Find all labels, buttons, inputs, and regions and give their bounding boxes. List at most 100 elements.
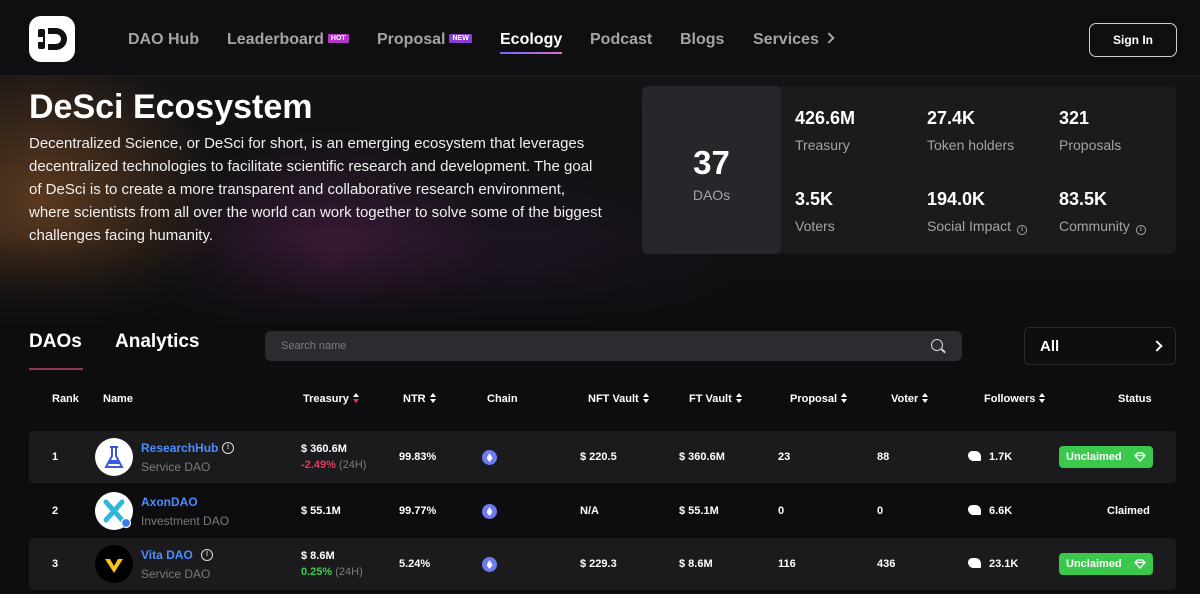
row-ntr: 99.83% <box>399 451 437 463</box>
nav-label: Leaderboard <box>227 31 324 48</box>
col-label: Followers <box>984 393 1036 405</box>
researchhub-avatar <box>95 438 133 476</box>
table-row[interactable]: 3 Vita DAO ! Service DAO $ 8.6M 0.25% (2… <box>29 538 1176 590</box>
row-ft-vault: $ 55.1M <box>679 505 719 517</box>
row-proposal: 116 <box>778 558 796 570</box>
status-label: Unclaimed <box>1066 558 1122 570</box>
row-ntr: 99.77% <box>399 505 437 517</box>
stat-voters: 3.5K Voters <box>795 189 835 234</box>
info-icon[interactable]: i <box>1017 225 1028 235</box>
unclaimed-button[interactable]: Unclaimed <box>1059 446 1153 468</box>
twitter-icon[interactable] <box>968 505 981 515</box>
tab-daos-underline <box>29 368 83 370</box>
nav-leaderboard[interactable]: Leaderboard HOT <box>227 31 349 49</box>
stat-label: Treasury <box>795 137 850 153</box>
dao-name-link[interactable]: ResearchHub <box>141 441 219 455</box>
change-value: 0.25% <box>301 566 333 578</box>
row-ntr: 5.24% <box>399 558 431 570</box>
stat-token-holders: 27.4K Token holders <box>927 108 1014 153</box>
search-icon[interactable] <box>931 339 943 351</box>
row-rank: 1 <box>52 451 59 463</box>
col-label: Voter <box>891 393 919 405</box>
hero-description: Decentralized Science, or DeSci for shor… <box>29 135 602 244</box>
change-period: (24H) <box>335 566 363 578</box>
ethereum-icon <box>482 557 497 572</box>
nav-ecology[interactable]: Ecology <box>500 31 563 54</box>
row-treasury: $ 55.1M <box>301 505 341 517</box>
sort-icon[interactable] <box>429 393 437 403</box>
col-voter[interactable]: Voter <box>891 393 929 405</box>
stat-label: Proposals <box>1059 137 1122 153</box>
status-claimed: Claimed <box>1107 505 1150 517</box>
dao-name-link[interactable]: Vita DAO <box>141 548 193 562</box>
row-followers: 6.6K <box>968 505 1012 517</box>
search-input[interactable] <box>281 337 901 355</box>
new-badge: NEW <box>449 34 472 43</box>
nav-podcast[interactable]: Podcast <box>590 31 652 49</box>
diamond-icon <box>1134 452 1146 462</box>
dao-count-label: DAOs <box>692 187 731 203</box>
change-value: -2.49% <box>301 459 336 471</box>
row-voter: 0 <box>877 505 884 517</box>
top-nav: DAO Hub Leaderboard HOT Proposal NEW Ecolo… <box>0 0 1200 76</box>
info-icon[interactable]: i <box>1135 225 1146 235</box>
tab-daos[interactable]: DAOs <box>29 331 82 352</box>
table-row[interactable]: 2 AxonDAO Investment DAO $ 55.1M 99.77% … <box>29 485 1176 537</box>
col-ft-vault[interactable]: FT Vault <box>689 393 743 405</box>
dao-type: Service DAO <box>141 567 211 581</box>
row-treasury-change: -2.49% (24H) <box>301 459 366 471</box>
nav-dao-hub[interactable]: DAO Hub <box>128 31 199 49</box>
page-title: DeSci Ecosystem <box>29 88 313 126</box>
col-proposal[interactable]: Proposal <box>790 393 848 405</box>
row-treasury-change: 0.25% (24H) <box>301 566 363 578</box>
dao-name-link[interactable]: AxonDAO <box>141 495 198 509</box>
row-treasury: $ 360.6M <box>301 443 347 455</box>
nav-blogs[interactable]: Blogs <box>680 31 724 49</box>
ethereum-icon <box>482 504 497 519</box>
row-followers: 1.7K <box>968 451 1012 463</box>
category-filter[interactable]: All <box>1024 327 1176 365</box>
info-icon[interactable]: ! <box>201 549 213 561</box>
col-status: Status <box>1118 393 1152 405</box>
sort-icon[interactable] <box>642 393 650 403</box>
row-nft-vault: N/A <box>580 505 599 517</box>
sort-icon[interactable] <box>922 393 929 403</box>
stat-label: Community <box>1059 218 1130 234</box>
col-label: NTR <box>403 393 426 405</box>
nav-proposal[interactable]: Proposal NEW <box>377 31 472 49</box>
search-bar <box>265 331 962 361</box>
sort-icon[interactable] <box>841 393 848 403</box>
twitter-icon[interactable] <box>968 451 981 461</box>
stat-label: Social Impact <box>927 218 1012 234</box>
col-ntr[interactable]: NTR <box>403 393 437 405</box>
row-voter: 436 <box>877 558 896 570</box>
twitter-icon[interactable] <box>968 558 981 568</box>
row-voter: 88 <box>877 451 890 463</box>
row-treasury: $ 8.6M <box>301 550 335 562</box>
col-label: FT Vault <box>689 393 732 405</box>
unclaimed-button[interactable]: Unclaimed <box>1059 553 1153 575</box>
vitadao-avatar <box>95 545 133 583</box>
col-label: NFT Vault <box>588 393 639 405</box>
sort-icon[interactable] <box>735 393 743 403</box>
table-row[interactable]: 1 ResearchHub ! Service DAO $ 360.6M -2.… <box>29 431 1176 483</box>
row-rank: 3 <box>52 558 59 570</box>
row-proposal: 23 <box>778 451 791 463</box>
info-icon[interactable]: ! <box>222 442 234 454</box>
col-label: Proposal <box>790 393 838 405</box>
logo[interactable] <box>29 16 75 62</box>
nav-label: Ecology <box>500 31 563 48</box>
sign-in-button[interactable]: Sign In <box>1089 23 1177 57</box>
nav-services[interactable]: Services <box>753 31 835 49</box>
col-followers[interactable]: Followers <box>984 393 1046 405</box>
nav-label: Blogs <box>680 31 725 48</box>
col-treasury[interactable]: Treasury <box>303 393 360 405</box>
tab-analytics[interactable]: Analytics <box>115 331 200 352</box>
row-rank: 2 <box>52 505 59 517</box>
sort-icon[interactable] <box>1039 393 1046 403</box>
sort-icon[interactable] <box>352 393 360 403</box>
col-nft-vault[interactable]: NFT Vault <box>588 393 650 405</box>
ethereum-icon <box>482 450 497 465</box>
hot-badge: HOT <box>327 34 349 43</box>
chevron-right-icon <box>823 32 835 44</box>
